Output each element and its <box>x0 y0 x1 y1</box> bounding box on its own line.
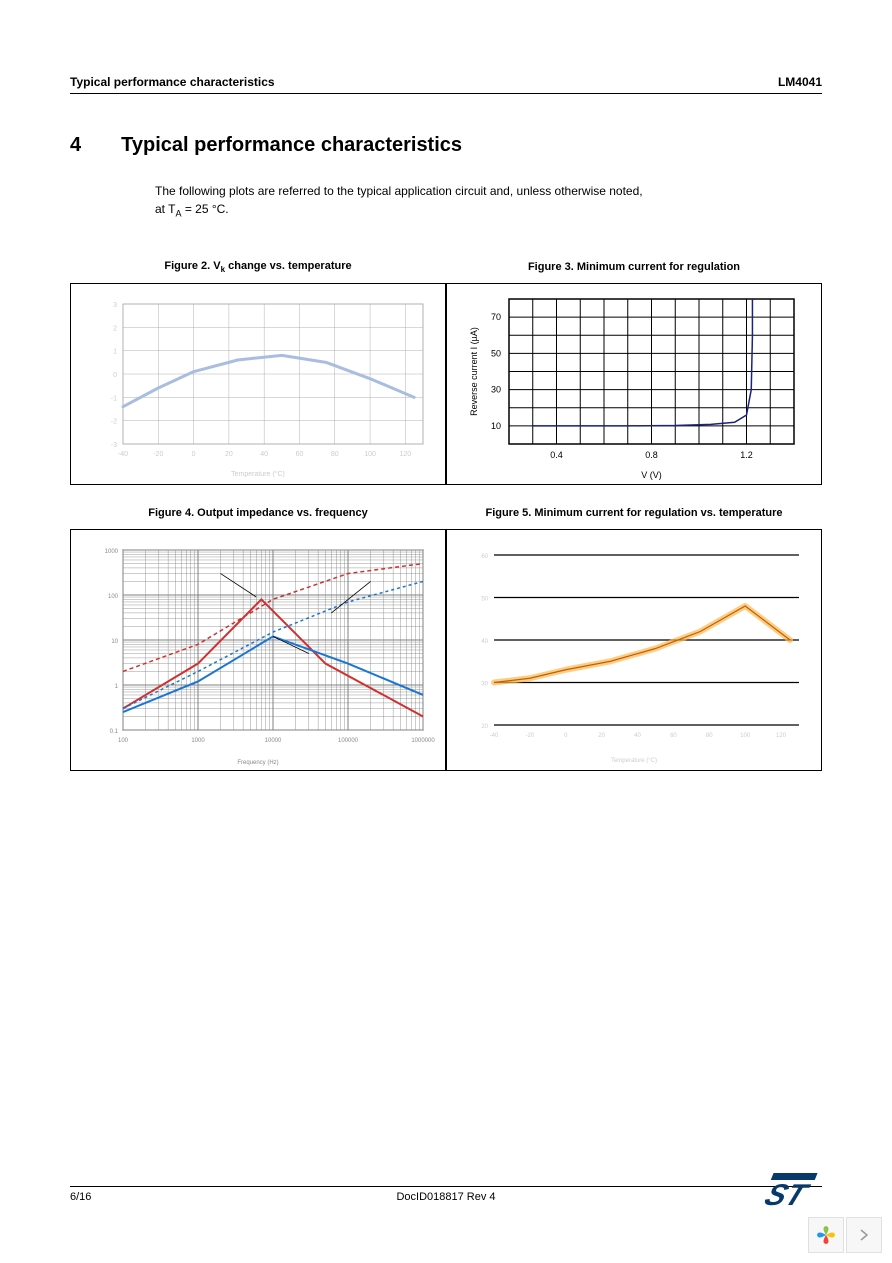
svg-text:1000: 1000 <box>105 549 119 555</box>
intro-line2-pre: at T <box>155 202 175 216</box>
row2-titles: Figure 4. Output impedance vs. frequency… <box>70 497 822 529</box>
svg-text:1.2: 1.2 <box>740 450 753 460</box>
svg-text:1000000: 1000000 <box>411 738 435 744</box>
svg-text:100: 100 <box>740 733 751 739</box>
svg-text:0.4: 0.4 <box>550 450 563 460</box>
footer-docid: DocID018817 Rev 4 <box>396 1191 495 1203</box>
svg-text:-2: -2 <box>111 419 117 426</box>
datasheet-page: Typical performance characteristics LM40… <box>0 0 892 1263</box>
svg-text:80: 80 <box>331 451 339 458</box>
page-footer: 6/16 DocID018817 Rev 4 ST <box>70 1186 822 1203</box>
header-right: LM4041 <box>778 75 822 89</box>
svg-text:V (V): V (V) <box>641 470 662 480</box>
svg-text:50: 50 <box>491 348 501 358</box>
svg-text:1: 1 <box>113 349 117 356</box>
svg-text:0: 0 <box>564 733 568 739</box>
svg-text:1: 1 <box>115 684 119 690</box>
svg-text:Temperature (°C): Temperature (°C) <box>231 470 285 478</box>
intro-text: The following plots are referred to the … <box>155 182 822 221</box>
svg-text:60: 60 <box>481 554 488 560</box>
fig2-title: Figure 2. Vk change vs. temperature <box>70 251 446 283</box>
svg-text:120: 120 <box>400 451 412 458</box>
svg-text:70: 70 <box>491 312 501 322</box>
svg-text:Frequency (Hz): Frequency (Hz) <box>237 760 278 766</box>
svg-text:60: 60 <box>296 451 304 458</box>
svg-text:20: 20 <box>598 733 605 739</box>
svg-text:0: 0 <box>192 451 196 458</box>
svg-text:100000: 100000 <box>338 738 359 744</box>
svg-text:40: 40 <box>481 639 488 645</box>
svg-text:30: 30 <box>481 681 488 687</box>
section-title: Typical performance characteristics <box>121 134 462 157</box>
fig5-chart: 20 30 40 50 60 -40 -20 0 20 40 60 80 100 120 Temperatu… <box>447 530 821 770</box>
svg-text:-40: -40 <box>490 733 499 739</box>
svg-text:30: 30 <box>491 385 501 395</box>
fig5-cell: 20 30 40 50 60 -40 -20 0 20 40 60 80 100 120 Temperatu… <box>446 529 822 771</box>
svg-text:20: 20 <box>225 451 233 458</box>
section-number: 4 <box>70 134 81 157</box>
charts-row1: -40 -20 0 20 40 60 80 100 120 -3 -2 -1 0 1 2 3 Temperatu… <box>70 283 822 485</box>
fig2-chart: -40 -20 0 20 40 60 80 100 120 -3 -2 -1 0 1 2 3 Temperatu… <box>71 284 445 484</box>
header-left: Typical performance characteristics <box>70 75 275 89</box>
svg-text:40: 40 <box>634 733 641 739</box>
fig3-cell: 0.4 0.8 1.2 10 30 50 70 V (V) Reverse current I … <box>446 283 822 485</box>
intro-line1: The following plots are referred to the … <box>155 184 643 198</box>
svg-text:10000: 10000 <box>265 738 282 744</box>
svg-text:60: 60 <box>670 733 677 739</box>
fig2-cell: -40 -20 0 20 40 60 80 100 120 -3 -2 -1 0 1 2 3 Temperatu… <box>70 283 446 485</box>
svg-text:100: 100 <box>364 451 376 458</box>
nav-widget <box>808 1217 882 1253</box>
svg-text:20: 20 <box>481 724 488 730</box>
svg-text:Temperature (°C): Temperature (°C) <box>611 758 657 764</box>
svg-text:3: 3 <box>113 302 117 309</box>
svg-text:-40: -40 <box>118 451 128 458</box>
svg-text:80: 80 <box>706 733 713 739</box>
svg-text:1000: 1000 <box>191 738 205 744</box>
svg-text:100: 100 <box>118 738 129 744</box>
svg-text:0.1: 0.1 <box>110 729 119 735</box>
svg-text:-20: -20 <box>526 733 535 739</box>
svg-text:0.8: 0.8 <box>645 450 658 460</box>
svg-text:50: 50 <box>481 596 488 602</box>
svg-text:-3: -3 <box>111 442 117 449</box>
svg-text:Reverse current I (µA): Reverse current I (µA) <box>469 327 479 416</box>
svg-text:40: 40 <box>260 451 268 458</box>
fig4-title: Figure 4. Output impedance vs. frequency <box>70 497 446 529</box>
footer-page: 6/16 <box>70 1191 91 1203</box>
svg-text:-1: -1 <box>111 395 117 402</box>
fig5-title: Figure 5. Minimum current for regulation… <box>446 497 822 529</box>
fig3-chart: 0.4 0.8 1.2 10 30 50 70 V (V) Reverse current I … <box>447 284 821 484</box>
page-header: Typical performance characteristics LM40… <box>70 75 822 94</box>
intro-line2-post: = 25 °C. <box>181 202 228 216</box>
svg-text:ST: ST <box>760 1178 815 1211</box>
charts-row2: 10010001000010000010000000.11101001000Fr… <box>70 529 822 771</box>
section-heading: 4 Typical performance characteristics <box>70 134 822 157</box>
fig4-cell: 100 1000 10000 100000 1000000 0.1 1 10 100 1000 Fr… <box>70 529 446 771</box>
svg-text:2: 2 <box>113 325 117 332</box>
svg-text:10: 10 <box>491 421 501 431</box>
svg-text:0: 0 <box>113 372 117 379</box>
fig4-chart: 100 1000 10000 100000 1000000 0.1 1 10 100 1000 Fr… <box>71 530 445 770</box>
row1-titles: Figure 2. Vk change vs. temperature Figu… <box>70 251 822 283</box>
fig3-title: Figure 3. Minimum current for regulation <box>446 251 822 283</box>
svg-text:100: 100 <box>108 594 119 600</box>
svg-text:-20: -20 <box>153 451 163 458</box>
widget-flower-icon[interactable] <box>808 1217 844 1253</box>
st-logo: ST <box>752 1167 822 1211</box>
svg-text:120: 120 <box>776 733 787 739</box>
svg-text:10: 10 <box>111 639 118 645</box>
widget-next-icon[interactable] <box>846 1217 882 1253</box>
